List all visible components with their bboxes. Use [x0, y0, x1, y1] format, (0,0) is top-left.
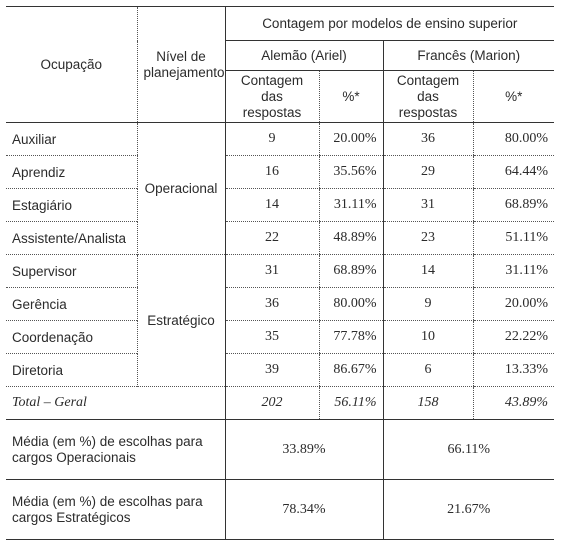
row-ocupacao: Diretoria [6, 353, 137, 387]
row-ocupacao: Coordenação [6, 320, 137, 354]
subheader-contagem-line1: Contagem [240, 72, 304, 88]
header-ocupacao: Ocupação [6, 6, 137, 123]
cell-frances-count: 9 [382, 287, 473, 321]
row-ocupacao: Auxiliar [6, 122, 137, 156]
subheader-contagem-alemao: Contagem das respostas [224, 70, 319, 123]
cell-alemao-pct: 20.00% [318, 122, 383, 156]
cell-alemao-count: 22 [224, 221, 319, 255]
media-operacional-label: Média (em %) de escolhas para cargos Ope… [6, 419, 225, 480]
total-alemao-pct: 56.11% [318, 386, 383, 420]
cell-frances-count: 31 [382, 188, 473, 222]
media-estrategico-label: Média (em %) de escolhas para cargos Est… [6, 479, 225, 540]
cell-frances-count: 36 [382, 122, 473, 156]
cell-frances-pct: 20.00% [472, 287, 555, 321]
row-ocupacao: Aprendiz [6, 155, 137, 189]
cell-frances-count: 29 [382, 155, 473, 189]
media-operacional-label-line2: cargos Operacionais [12, 449, 136, 465]
header-frances: Francês (Marion) [382, 40, 555, 71]
header-nivel-line1: Nível de [156, 48, 206, 64]
media-operacional-label-line1: Média (em %) de escolhas para [12, 433, 203, 449]
row-ocupacao: Assistente/Analista [6, 221, 137, 255]
row-ocupacao: Supervisor [6, 254, 137, 288]
cell-alemao-count: 36 [224, 287, 319, 321]
media-operacional-alemao: 33.89% [224, 419, 383, 480]
cell-alemao-pct: 31.11% [318, 188, 383, 222]
cell-frances-pct: 13.33% [472, 353, 555, 387]
cell-frances-count: 6 [382, 353, 473, 387]
cell-frances-pct: 64.44% [472, 155, 555, 189]
subheader-contagem-line1: Contagem [396, 72, 460, 88]
contagem-table: Ocupação Nível de planejamento Contagem … [6, 6, 555, 540]
nivel-estrategico: Estratégico [136, 254, 225, 387]
cell-frances-pct: 31.11% [472, 254, 555, 288]
header-nivel-line2: planejamento [143, 64, 225, 80]
cell-alemao-count: 31 [224, 254, 319, 288]
media-estrategico-alemao: 78.34% [224, 479, 383, 540]
media-estrategico-frances: 21.67% [382, 479, 555, 540]
cell-alemao-count: 16 [224, 155, 319, 189]
header-nivel: Nível de planejamento [136, 6, 225, 123]
total-alemao-count: 202 [224, 386, 319, 420]
cell-alemao-count: 9 [224, 122, 319, 156]
subheader-contagem-line2: das respostas [242, 88, 302, 120]
cell-frances-pct: 80.00% [472, 122, 555, 156]
cell-alemao-pct: 68.89% [318, 254, 383, 288]
row-ocupacao: Estagiário [6, 188, 137, 222]
media-estrategico-label-line1: Média (em %) de escolhas para [12, 493, 203, 509]
cell-frances-pct: 51.11% [472, 221, 555, 255]
cell-alemao-pct: 77.78% [318, 320, 383, 354]
subheader-pct-alemao: %* [318, 70, 383, 123]
cell-alemao-count: 35 [224, 320, 319, 354]
cell-alemao-pct: 86.67% [318, 353, 383, 387]
cell-alemao-count: 39 [224, 353, 319, 387]
subheader-pct-frances: %* [472, 70, 555, 123]
cell-frances-pct: 68.89% [472, 188, 555, 222]
subheader-contagem-frances: Contagem das respostas [382, 70, 473, 123]
cell-alemao-pct: 48.89% [318, 221, 383, 255]
total-frances-pct: 43.89% [472, 386, 555, 420]
cell-alemao-count: 14 [224, 188, 319, 222]
cell-frances-count: 14 [382, 254, 473, 288]
cell-frances-count: 10 [382, 320, 473, 354]
row-ocupacao: Gerência [6, 287, 137, 321]
cell-frances-pct: 22.22% [472, 320, 555, 354]
table-container: Ocupação Nível de planejamento Contagem … [6, 6, 555, 540]
media-estrategico-label-line2: cargos Estratégicos [12, 509, 131, 525]
total-label: Total – Geral [6, 386, 225, 420]
header-alemao: Alemão (Ariel) [224, 40, 383, 71]
cell-alemao-pct: 35.56% [318, 155, 383, 189]
header-contagem: Contagem por modelos de ensino superior [224, 6, 555, 41]
subheader-contagem-line2: das respostas [398, 88, 458, 120]
total-frances-count: 158 [382, 386, 473, 420]
media-operacional-frances: 66.11% [382, 419, 555, 480]
nivel-operacional: Operacional [136, 122, 225, 255]
cell-frances-count: 23 [382, 221, 473, 255]
cell-alemao-pct: 80.00% [318, 287, 383, 321]
